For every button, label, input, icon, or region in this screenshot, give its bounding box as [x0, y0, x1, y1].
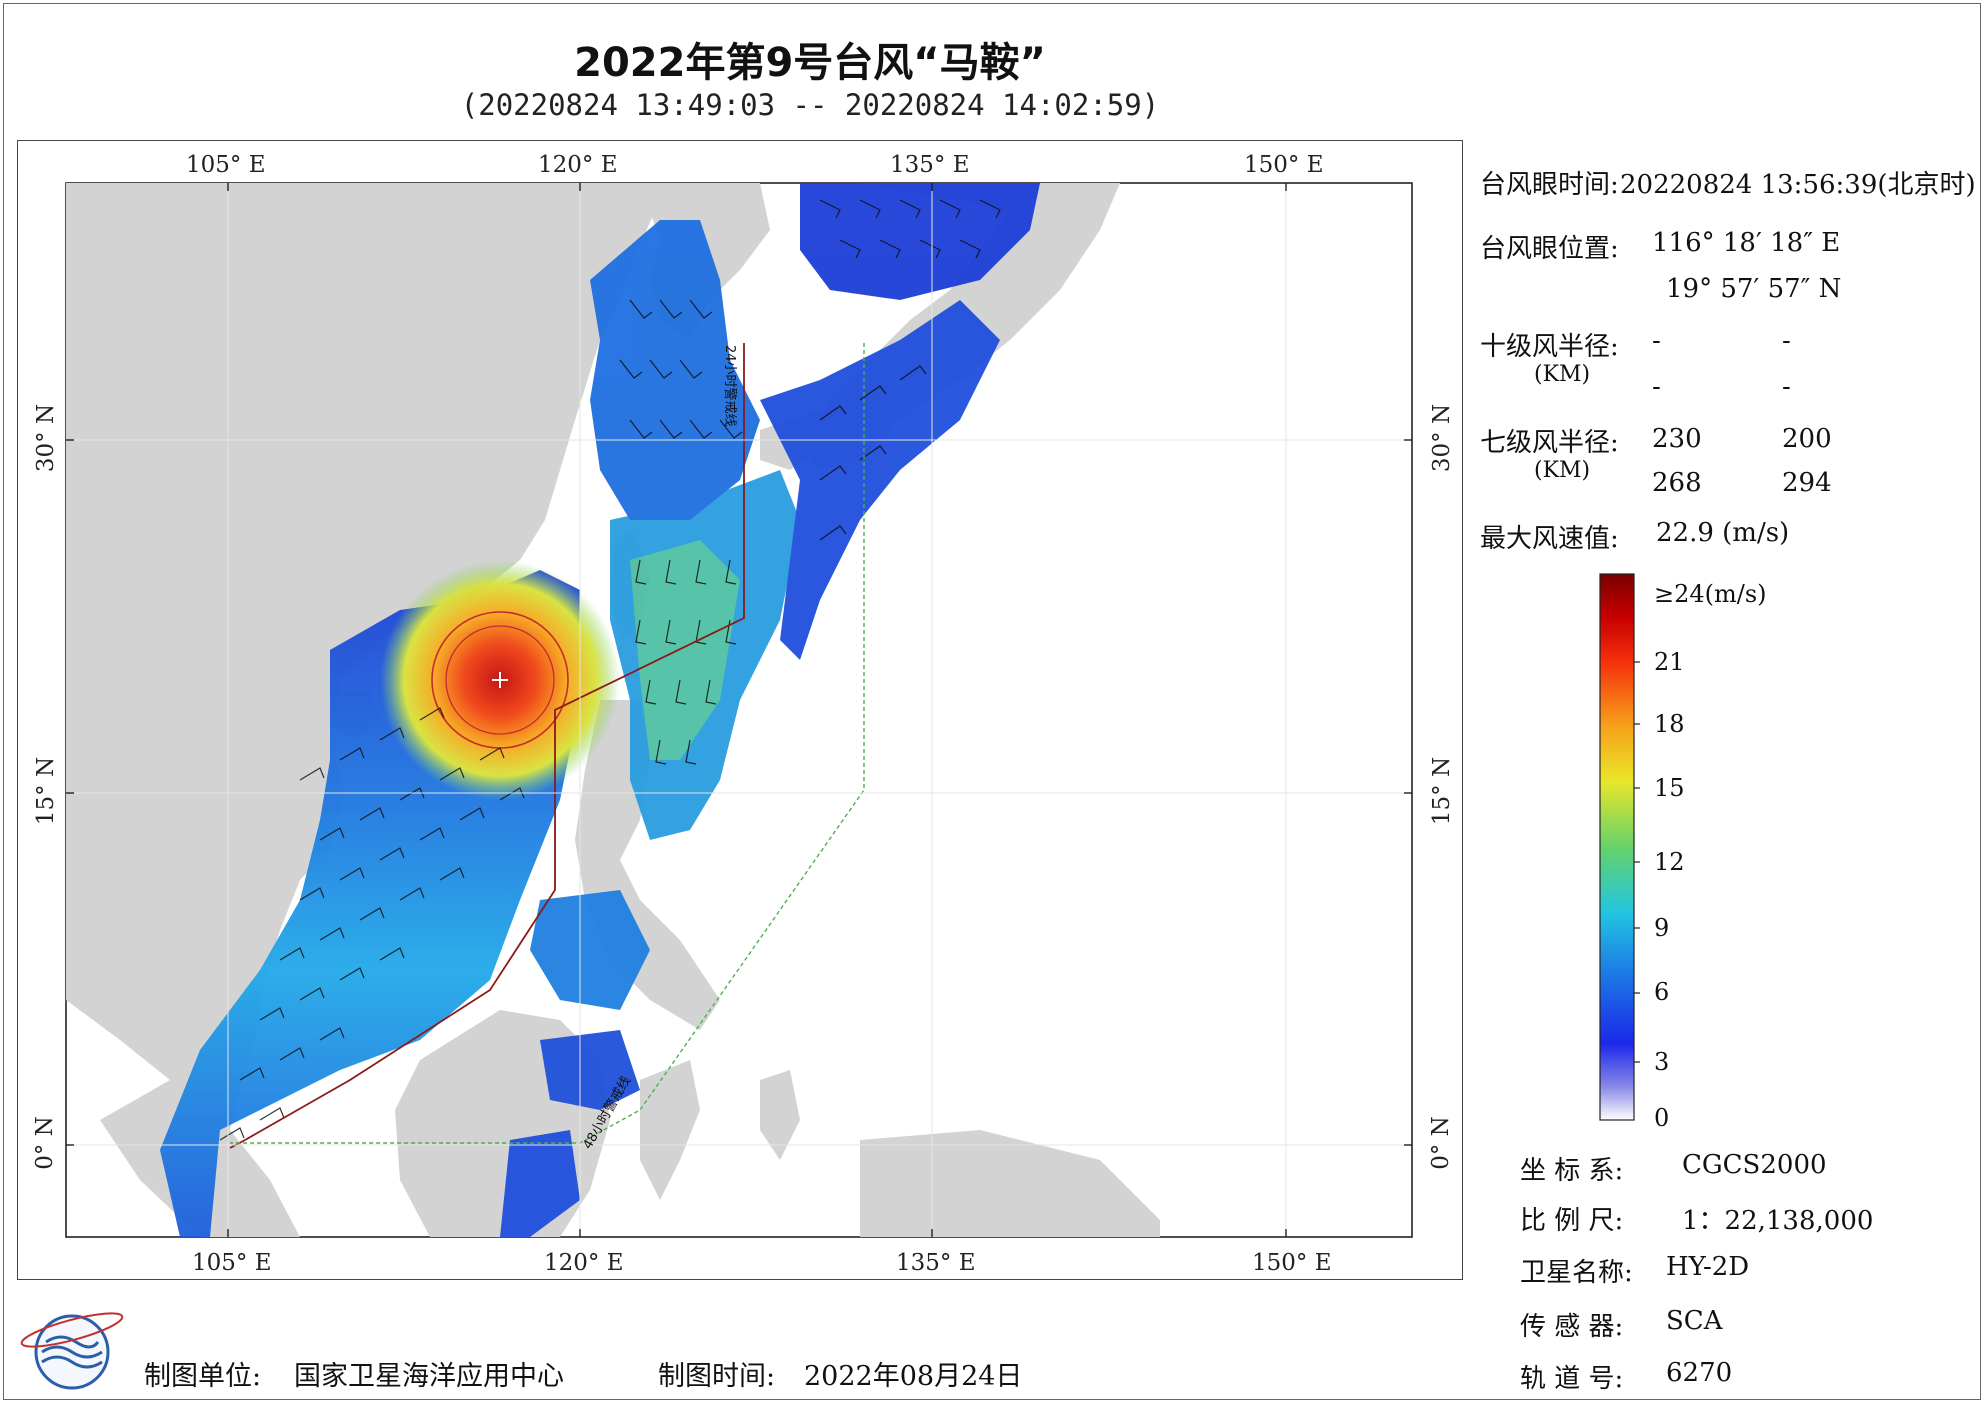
warning-24h-label: 24小时警戒线 [722, 345, 738, 427]
lat-label-right-0: 0° N [1427, 1116, 1454, 1170]
colorbar [1599, 573, 1635, 1121]
sensor-value: SCA [1666, 1306, 1723, 1336]
lat-label-right-15: 15° N [1429, 756, 1456, 826]
typhoon-eye-marker [492, 672, 508, 688]
r10-value-3: - [1652, 372, 1661, 402]
lon-label-bottom-135: 135° E [896, 1250, 976, 1276]
eye-latitude: 19° 57′ 57″ N [1666, 274, 1842, 304]
orbit-label: 轨 道 号: [1520, 1364, 1624, 1394]
producer-value: 国家卫星海洋应用中心 [294, 1361, 564, 1392]
lon-label-top-105: 105° E [186, 152, 266, 178]
wind-barbs [219, 199, 1001, 1141]
producer-label: 制图单位: [144, 1361, 262, 1392]
lon-label-top-120: 120° E [538, 152, 618, 178]
eye-longitude: 116° 18′ 18″ E [1652, 228, 1841, 258]
lon-label-bottom-150: 150° E [1252, 1250, 1332, 1276]
eye-position-label: 台风眼位置: [1480, 234, 1619, 264]
lat-label-left-30: 30° N [33, 403, 60, 473]
satellite-label: 卫星名称: [1520, 1258, 1633, 1288]
wind-field [160, 183, 1040, 1237]
lat-label-left-15: 15° N [33, 756, 60, 826]
r10-label: 十级风半径: [1480, 332, 1619, 362]
lat-label-right-30: 30° N [1429, 403, 1456, 473]
r10-value-4: - [1782, 372, 1791, 402]
lon-label-bottom-105: 105° E [192, 1250, 272, 1276]
r10-value-2: - [1782, 326, 1791, 356]
graticule [66, 183, 1412, 1237]
r7-value-1: 230 [1652, 424, 1702, 454]
r10-unit: (KM) [1534, 362, 1591, 387]
lon-label-bottom-120: 120° E [544, 1250, 624, 1276]
satellite-value: HY-2D [1666, 1252, 1750, 1282]
colorbar-tick-3: 3 [1654, 1048, 1670, 1076]
colorbar-tick-0: 0 [1654, 1104, 1670, 1132]
outer-frame [3, 3, 1981, 1400]
warning-line-48h [230, 343, 865, 1144]
max-wind-value: 22.9 (m/s) [1656, 518, 1790, 548]
colorbar-tick-18: 18 [1654, 710, 1685, 738]
colorbar-tick-9: 9 [1654, 914, 1670, 942]
colorbar-ticks [1634, 661, 1640, 1063]
production-time-value: 2022年08月24日 [804, 1361, 1023, 1392]
soa-logo [20, 1312, 124, 1390]
r7-value-4: 294 [1782, 468, 1832, 498]
lon-label-top-150: 150° E [1244, 152, 1324, 178]
colorbar-tick-12: 12 [1654, 848, 1685, 876]
map-frame [17, 140, 1463, 1280]
colorbar-tick-6: 6 [1654, 978, 1670, 1006]
scale-value: 1：22,138,000 [1682, 1206, 1874, 1236]
r10-value-1: - [1652, 326, 1661, 356]
eye-time-value: 20220824 13:56:39(北京时) [1620, 170, 1976, 200]
warning-line-24h [229, 343, 745, 1149]
map-title: 2022年第9号台风“马鞍” [574, 40, 1046, 86]
colorbar-top-label: ≥24(m/s) [1654, 580, 1767, 608]
production-time-label: 制图时间: [658, 1361, 776, 1392]
r7-unit: (KM) [1534, 458, 1591, 483]
frame-ticks [66, 183, 1412, 1237]
scale-label: 比 例 尺: [1520, 1206, 1624, 1236]
lon-label-top-135: 135° E [890, 152, 970, 178]
crs-value: CGCS2000 [1682, 1150, 1827, 1180]
crs-label: 坐 标 系: [1520, 1156, 1624, 1186]
sensor-label: 传 感 器: [1520, 1312, 1624, 1342]
eye-time-label: 台风眼时间: [1480, 170, 1619, 200]
r7-label: 七级风半径: [1480, 428, 1619, 458]
orbit-value: 6270 [1666, 1358, 1733, 1388]
map-subtitle: (20220824 13:49:03 -- 20220824 14:02:59) [460, 88, 1160, 122]
colorbar-tick-15: 15 [1654, 774, 1685, 802]
colorbar-tick-21: 21 [1654, 648, 1685, 676]
r7-value-2: 200 [1782, 424, 1832, 454]
r7-value-3: 268 [1652, 468, 1702, 498]
max-wind-label: 最大风速值: [1480, 524, 1619, 554]
lat-label-left-0: 0° N [31, 1116, 58, 1170]
